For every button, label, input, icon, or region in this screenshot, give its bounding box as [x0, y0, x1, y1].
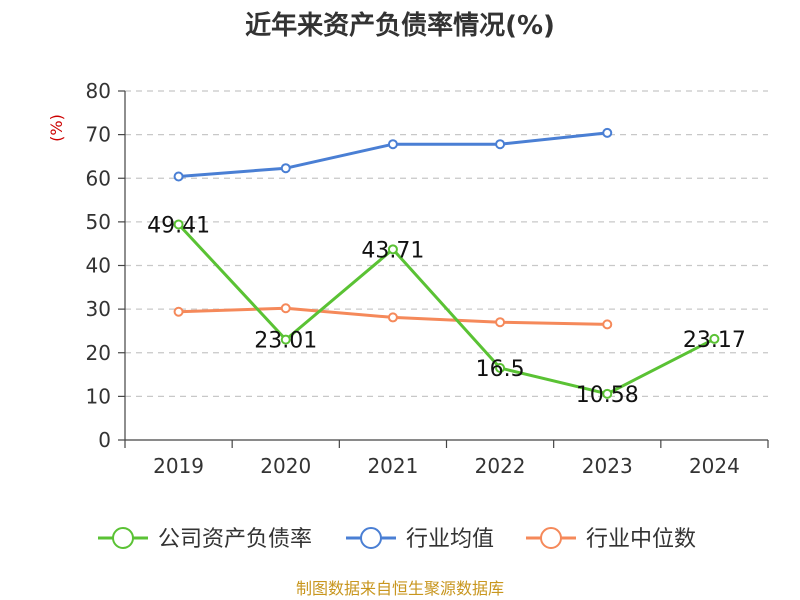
y-tick-label: 30	[86, 297, 111, 321]
x-tick-label: 2024	[689, 454, 740, 478]
data-point[interactable]	[280, 303, 291, 314]
y-tick-label: 50	[86, 210, 111, 234]
data-source-note: 制图数据来自恒生聚源数据库	[296, 579, 504, 598]
y-tick-label: 70	[86, 123, 111, 147]
data-label: 23.17	[683, 328, 746, 353]
data-point[interactable]	[280, 163, 291, 174]
data-point[interactable]	[495, 317, 506, 328]
legend-item[interactable]: 公司资产负债率	[98, 527, 312, 552]
y-tick-label: 10	[86, 384, 111, 408]
x-tick-label: 2021	[367, 454, 418, 478]
x-tick-label: 2023	[582, 454, 633, 478]
data-point[interactable]	[173, 306, 184, 317]
data-labels: 49.41 23.01 43.71 16.5 10.58 23.17	[147, 213, 746, 407]
y-tick-labels: 0 10 20 30 40 50 60 70 80	[86, 79, 111, 452]
data-point[interactable]	[173, 171, 184, 182]
y-axis-unit: (%)	[47, 114, 66, 142]
data-point[interactable]	[709, 333, 720, 344]
data-point[interactable]	[387, 244, 398, 255]
data-point[interactable]	[602, 127, 613, 138]
y-tick-label: 60	[86, 166, 111, 190]
data-label: 49.41	[147, 213, 210, 238]
grid-lines	[125, 90, 768, 397]
legend-label: 公司资产负债率	[158, 527, 312, 552]
y-tick-label: 80	[86, 79, 111, 103]
y-tick-label: 0	[98, 428, 111, 452]
data-label: 23.01	[254, 329, 317, 354]
legend-item[interactable]: 行业中位数	[526, 527, 696, 552]
data-label: 10.58	[576, 383, 639, 408]
legend-marker	[540, 527, 562, 549]
series-group	[173, 127, 720, 399]
data-point[interactable]	[495, 139, 506, 150]
legend-label: 行业中位数	[586, 527, 696, 552]
data-point[interactable]	[280, 334, 291, 345]
data-point[interactable]	[602, 319, 613, 330]
legend[interactable]: 公司资产负债率 行业均值 行业中位数	[98, 527, 696, 552]
data-point[interactable]	[173, 219, 184, 230]
series-line	[177, 223, 716, 396]
chart-title: 近年来资产负债率情况(%)	[245, 10, 555, 41]
data-point[interactable]	[387, 139, 398, 150]
data-label: 43.71	[361, 238, 424, 263]
y-tick-label: 40	[86, 254, 111, 278]
legend-marker	[112, 527, 134, 549]
data-point[interactable]	[495, 363, 506, 374]
axes	[118, 90, 769, 448]
y-tick-label: 20	[86, 341, 111, 365]
data-point[interactable]	[387, 312, 398, 323]
data-label: 16.5	[476, 357, 525, 382]
x-tick-label: 2019	[153, 454, 204, 478]
data-point[interactable]	[602, 388, 613, 399]
x-tick-label: 2022	[475, 454, 526, 478]
legend-marker	[360, 527, 382, 549]
legend-item[interactable]: 行业均值	[346, 527, 494, 552]
x-tick-label: 2020	[260, 454, 311, 478]
legend-label: 行业均值	[406, 527, 494, 552]
x-tick-labels: 2019 2020 2021 2022 2023 2024	[153, 454, 740, 478]
